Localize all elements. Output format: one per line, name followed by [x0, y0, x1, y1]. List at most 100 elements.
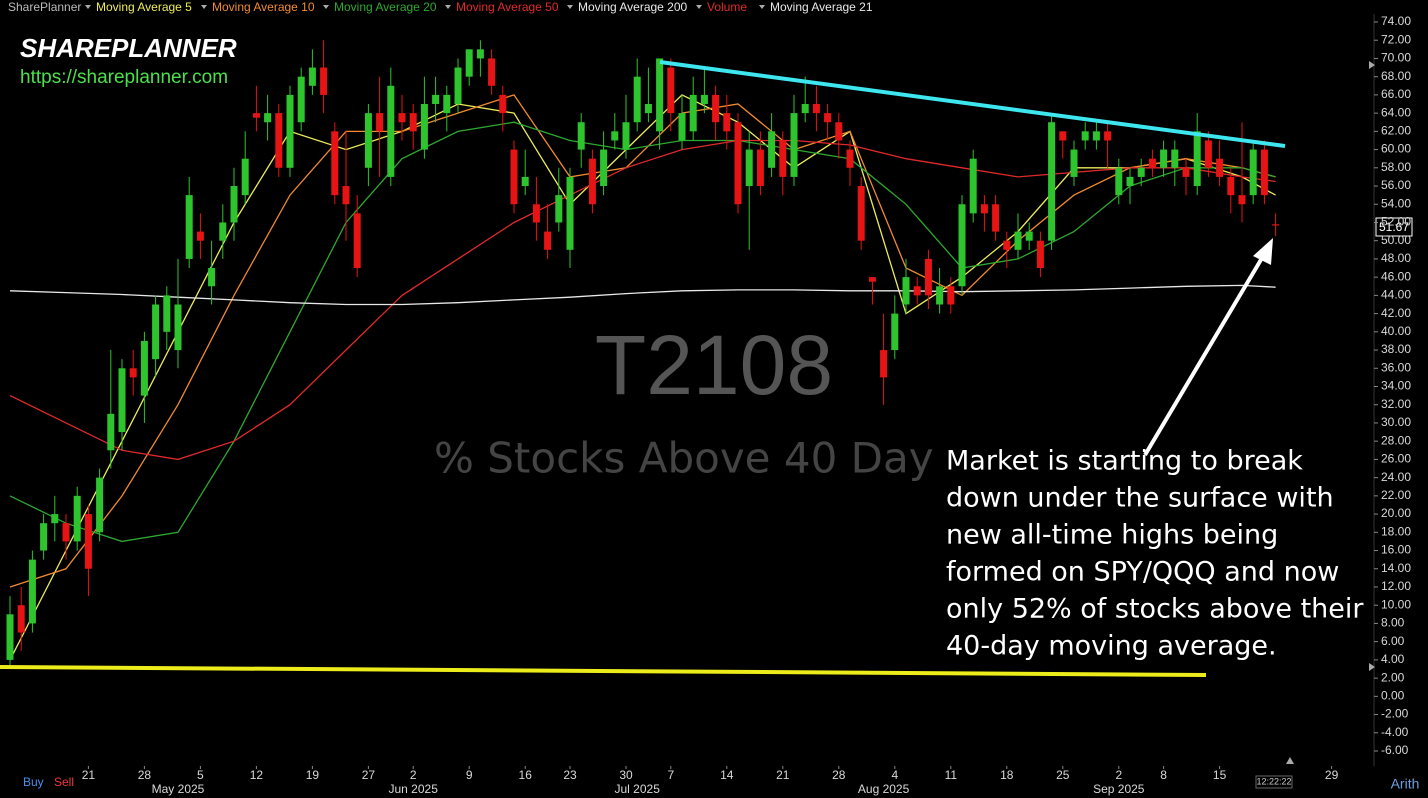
x-tick-label: 2: [410, 768, 417, 782]
y-tick-label: 70.00: [1381, 51, 1411, 65]
last-price: 51.67: [1379, 220, 1409, 234]
time-box: [1255, 775, 1293, 789]
x-tick-label: 29: [1325, 768, 1339, 782]
logo: SHAREPLANNER: [20, 33, 237, 63]
sell-button[interactable]: Sell: [54, 775, 74, 789]
candle-body: [196, 231, 204, 241]
y-tick-label: 22.00: [1381, 488, 1411, 502]
buy-button[interactable]: Buy: [23, 775, 44, 789]
x-tick-label: 30: [619, 768, 633, 782]
candle-body: [700, 94, 708, 105]
candle-body: [364, 113, 372, 168]
legend-entry: Moving Average 5: [96, 0, 192, 14]
moving-average-line: [9, 284, 1276, 306]
candle-body: [947, 286, 955, 305]
annotation: Market is starting to break down under th…: [946, 446, 1364, 662]
candle-body: [633, 76, 641, 123]
candle-body: [241, 158, 249, 196]
candle-body: [28, 559, 36, 624]
candle-body: [622, 122, 630, 150]
candle-body: [812, 104, 820, 114]
candle-body: [1115, 167, 1123, 196]
y-tick-label: 38.00: [1381, 342, 1411, 356]
x-tick-label: 5: [197, 768, 204, 782]
y-tick-label: 30.00: [1381, 415, 1411, 429]
y-tick-label: 0.00: [1381, 688, 1405, 702]
candle-body: [1081, 131, 1089, 141]
candle-body: [17, 605, 25, 633]
x-tick-label: 14: [720, 768, 734, 782]
candle-body: [387, 85, 395, 177]
y-tick-label: 6.00: [1381, 634, 1405, 648]
y-tick-label: 16.00: [1381, 543, 1411, 557]
annotation-line: only 52% of stocks above their: [946, 594, 1364, 625]
x-tick-label: 12: [250, 768, 264, 782]
y-tick-label: 24.00: [1381, 470, 1411, 484]
scale-mode[interactable]: Arith: [1391, 776, 1420, 792]
y-tick-label: 2.00: [1381, 670, 1405, 684]
candle-body: [62, 523, 70, 542]
candle-body: [1216, 158, 1224, 177]
last-price-box: [1375, 217, 1413, 237]
y-tick-label: -4.00: [1381, 725, 1409, 739]
candle-body: [611, 131, 619, 141]
candle-body: [1048, 122, 1056, 241]
candle-body: [891, 313, 899, 351]
candle-body: [723, 113, 731, 132]
plot-area: [6, 40, 1280, 669]
candle-body: [320, 67, 328, 95]
watermark-title: T2108: [595, 318, 833, 412]
y-tick-label: 14.00: [1381, 561, 1411, 575]
candle-body: [488, 58, 496, 86]
y-tick-label: 20.00: [1381, 506, 1411, 520]
candle-body: [980, 204, 988, 214]
candle-body: [6, 614, 14, 660]
candle-body: [902, 277, 910, 305]
y-tick-label: 60.00: [1381, 142, 1411, 156]
candle-body: [1227, 176, 1235, 196]
candle-body: [275, 113, 283, 168]
candle-body: [286, 94, 294, 168]
logo-url[interactable]: https://shareplanner.com: [20, 67, 228, 88]
candle-body: [398, 113, 406, 123]
y-tick-label: 28.00: [1381, 433, 1411, 447]
y-tick-label: 52.00: [1381, 215, 1411, 229]
y-tick-label: 36.00: [1381, 360, 1411, 374]
candle-body: [1171, 149, 1179, 168]
candle-body: [1148, 158, 1156, 168]
moving-average-line: [9, 121, 1276, 543]
candle-body: [544, 231, 552, 250]
candle-body: [342, 186, 350, 205]
x-tick-label: 23: [563, 768, 577, 782]
candle-body: [801, 104, 809, 114]
y-tick-label: 40.00: [1381, 324, 1411, 338]
y-tick-label: 64.00: [1381, 105, 1411, 119]
candle-body: [331, 131, 339, 196]
y-tick-label: 10.00: [1381, 597, 1411, 611]
candle-body: [297, 76, 305, 123]
candle-body: [376, 113, 384, 132]
x-tick-label: 15: [1213, 768, 1227, 782]
candle-body: [1260, 149, 1268, 196]
annotation-line: new all-time highs being: [946, 520, 1278, 551]
candle-body: [790, 113, 798, 177]
candle-body: [308, 67, 316, 86]
month-label: May 2025: [152, 782, 205, 796]
candle-body: [1238, 195, 1246, 205]
candle-body: [1003, 240, 1011, 250]
month-label: Jun 2025: [389, 782, 439, 796]
candle-body: [1092, 131, 1100, 141]
annotation-background: [938, 440, 1338, 664]
legend-arrow: [696, 5, 702, 9]
x-tick-label: 18: [1000, 768, 1014, 782]
candle-body: [409, 113, 417, 132]
x-tick-label: 28: [832, 768, 846, 782]
annotation-line: Market is starting to break: [946, 446, 1303, 477]
moving-average-line: [9, 94, 1276, 661]
candle-body: [958, 204, 966, 287]
candle-body: [969, 158, 977, 214]
x-tick-label: 9: [466, 768, 473, 782]
candle-body: [353, 213, 361, 269]
candle-body: [264, 113, 272, 123]
moving-average-line: [9, 139, 1276, 461]
